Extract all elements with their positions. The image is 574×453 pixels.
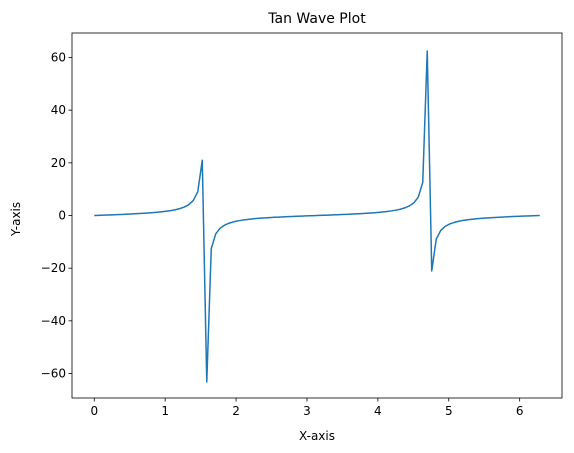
x-tick-label: 6	[516, 404, 524, 418]
series-line	[94, 50, 540, 383]
x-tick-label: 3	[303, 404, 311, 418]
y-tick-label: 40	[51, 103, 66, 117]
y-axis-label: Y-axis	[9, 202, 23, 237]
chart-title: Tan Wave Plot	[267, 11, 366, 27]
x-tick-label: 5	[445, 404, 453, 418]
x-tick-label: 4	[374, 404, 382, 418]
y-tick-label: 0	[58, 209, 66, 223]
x-tick-label: 0	[90, 404, 98, 418]
y-tick-label: −20	[41, 261, 66, 275]
x-tick-label: 1	[161, 404, 169, 418]
axes: 0 1 2 3 4 5 6 −60 −40 −20 0 20 40 60	[41, 32, 563, 418]
x-axis-label: X-axis	[299, 429, 335, 443]
y-tick-label: −60	[41, 367, 66, 381]
x-tick-label: 2	[232, 404, 240, 418]
y-tick-label: 60	[51, 50, 66, 64]
plot-area	[94, 50, 540, 383]
y-tick-label: 20	[51, 156, 66, 170]
y-tick-label: −40	[41, 314, 66, 328]
